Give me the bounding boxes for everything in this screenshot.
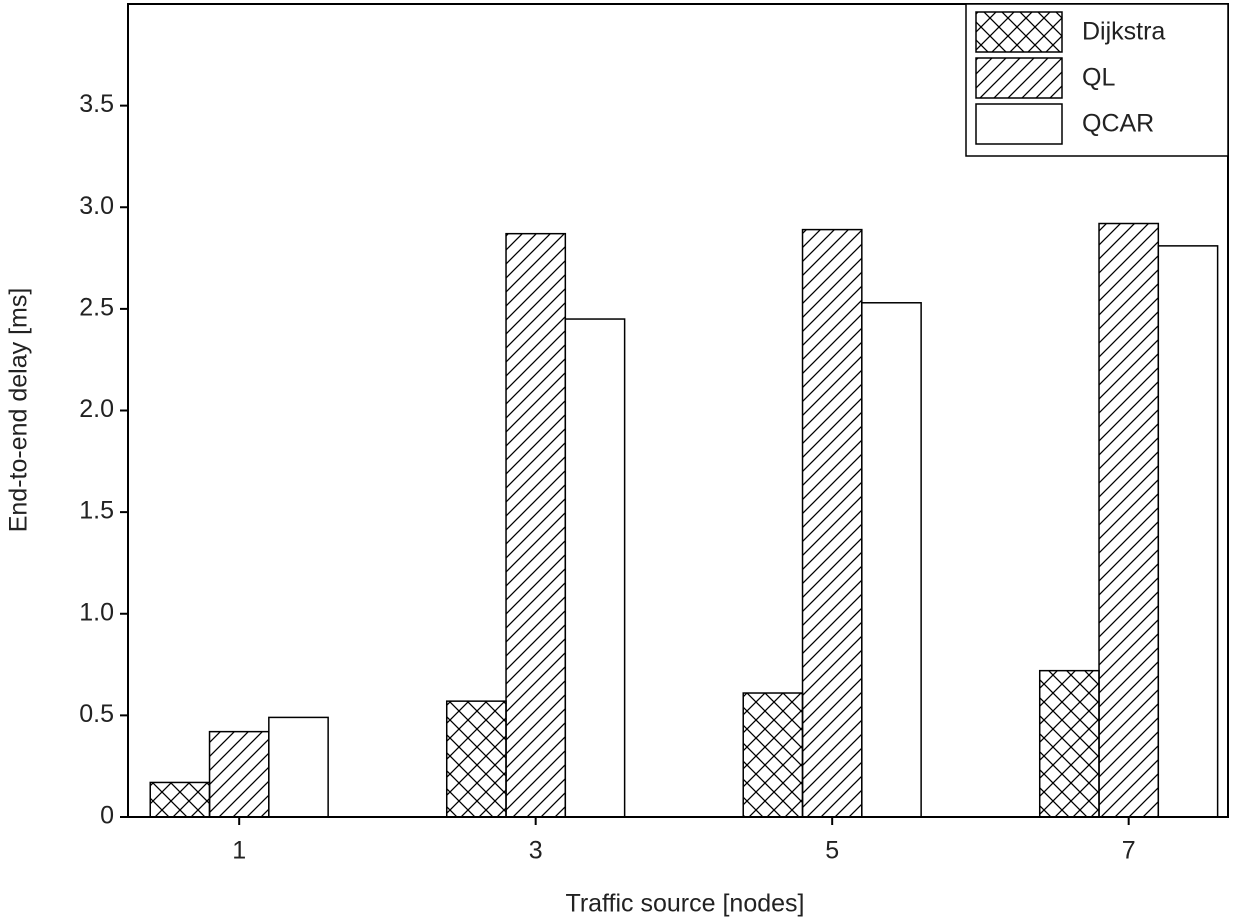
legend-swatch: [975, 11, 1063, 53]
bar: [268, 716, 329, 818]
y-tick-label: 0.5: [79, 700, 114, 728]
legend-swatch: [975, 103, 1063, 145]
bar: [1157, 245, 1219, 818]
x-tick-label: 7: [1122, 837, 1136, 865]
y-axis-label: End-to-end delay [ms]: [5, 288, 33, 533]
y-tick-label: 0: [100, 802, 114, 830]
y-tick-label: 1.0: [79, 598, 114, 626]
bar: [801, 228, 863, 818]
x-axis-label: Traffic source [nodes]: [565, 890, 804, 918]
y-tick-label: 3.5: [79, 90, 114, 118]
legend-label: QL: [1082, 64, 1115, 92]
y-tick-label: 2.5: [79, 293, 114, 321]
x-tick-label: 5: [825, 837, 839, 865]
x-tick-label: 1: [232, 837, 246, 865]
bar: [505, 232, 567, 818]
y-tick-label: 1.5: [79, 497, 114, 525]
bar: [742, 692, 804, 818]
legend-label: QCAR: [1082, 110, 1154, 138]
x-tick-label: 3: [529, 837, 543, 865]
bar: [208, 730, 270, 818]
bar: [1038, 669, 1100, 818]
bar: [445, 700, 507, 818]
legend-swatch: [975, 57, 1063, 99]
bar: [861, 302, 922, 818]
legend-label: Dijkstra: [1082, 18, 1165, 46]
y-tick-label: 2.0: [79, 395, 114, 423]
plot-frame: [127, 3, 1229, 818]
bar: [564, 318, 626, 818]
bar: [149, 781, 211, 818]
bar: [1098, 222, 1160, 818]
y-tick-label: 3.0: [79, 192, 114, 220]
